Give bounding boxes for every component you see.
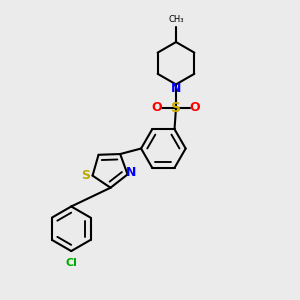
Text: N: N: [171, 82, 181, 95]
Text: N: N: [126, 167, 136, 179]
Text: O: O: [152, 101, 162, 114]
Text: O: O: [190, 101, 200, 114]
Text: Cl: Cl: [65, 259, 77, 269]
Text: CH₃: CH₃: [168, 15, 184, 24]
Text: S: S: [171, 101, 181, 115]
Text: S: S: [82, 169, 91, 182]
